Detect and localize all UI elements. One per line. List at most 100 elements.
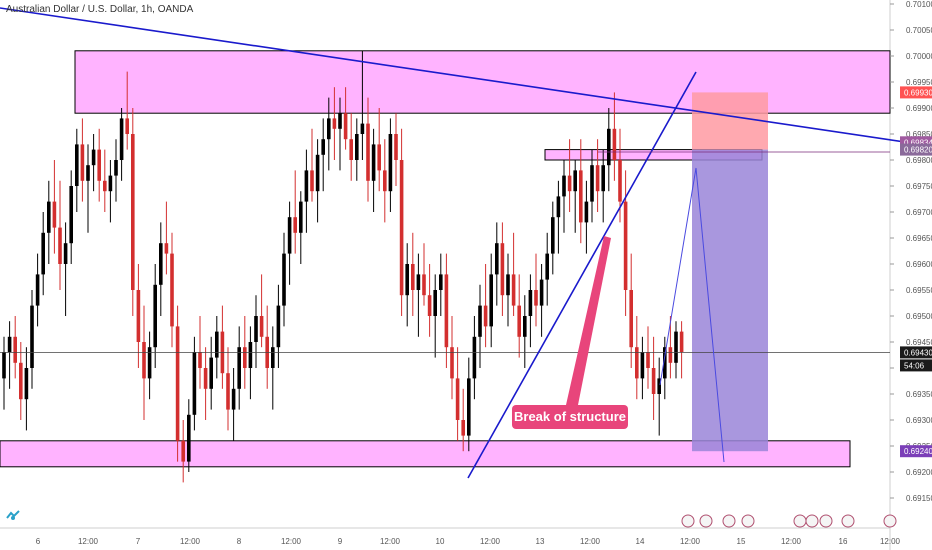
candle: [674, 321, 678, 379]
candle-body: [573, 170, 577, 192]
candle-body: [215, 331, 219, 358]
candle: [192, 336, 197, 431]
candle: [640, 336, 645, 400]
short-position-tool: [692, 92, 768, 452]
flag-eu-icon: [722, 514, 736, 528]
candle: [304, 149, 309, 233]
candle: [472, 316, 477, 400]
flag-us-icon: [741, 514, 755, 528]
candle-body: [187, 414, 191, 462]
candle-body: [119, 118, 124, 160]
candle: [181, 420, 185, 483]
candle: [332, 87, 337, 160]
candle-body: [248, 342, 253, 368]
candle-body: [103, 180, 107, 192]
ascending-trendline: [467, 71, 697, 479]
candle-body: [2, 352, 6, 379]
candle-body: [495, 243, 499, 275]
candle-body: [483, 305, 488, 327]
candle-body: [674, 331, 678, 363]
candle-body: [455, 378, 460, 420]
candle: [467, 357, 471, 452]
candle: [360, 50, 365, 160]
price-label-box: [900, 86, 932, 99]
candle: [539, 264, 544, 337]
candle: [444, 253, 449, 368]
candle-body: [91, 149, 96, 166]
candle-body: [646, 352, 650, 368]
flag-us-icon: [681, 514, 695, 528]
candle-body: [618, 160, 622, 202]
price-label-text: 0.69430: [904, 348, 932, 357]
candle: [584, 180, 589, 254]
candle-body: [181, 440, 185, 462]
candle-body: [310, 170, 314, 192]
time-tick-label: 12:00: [781, 537, 802, 546]
candle: [321, 118, 325, 192]
time-tick-label: 12:00: [78, 537, 99, 546]
time-tick-label: 12:00: [680, 537, 701, 546]
tradingview-logo-icon[interactable]: [6, 509, 20, 521]
candle-body: [69, 186, 73, 244]
candle: [282, 232, 286, 327]
candle: [590, 149, 594, 223]
candle: [259, 274, 264, 348]
candle: [455, 347, 460, 441]
candle-body: [489, 274, 493, 327]
flag-au-icon: [699, 514, 713, 528]
candle-body: [366, 123, 370, 181]
candle: [439, 253, 443, 316]
candle: [366, 97, 370, 202]
candle-body: [355, 134, 359, 160]
candle: [327, 97, 331, 171]
candle: [293, 170, 297, 254]
candle-body: [159, 243, 163, 285]
candle-body: [80, 144, 85, 181]
candle: [69, 170, 73, 264]
candle-body: [467, 378, 471, 436]
price-label-text: 0.69240: [904, 447, 932, 456]
candle-body: [567, 175, 572, 192]
candle: [511, 232, 516, 316]
time-tick-label: 12:00: [380, 537, 401, 546]
candle: [175, 305, 180, 462]
time-tick-label: 9: [338, 537, 343, 546]
candle: [601, 149, 605, 223]
candle-body: [13, 336, 17, 363]
break-of-structure-label[interactable]: Break of structure: [512, 405, 628, 429]
candle-body: [226, 373, 230, 410]
candle-body: [304, 170, 309, 202]
candle-body: [478, 305, 482, 337]
candle-body: [405, 264, 409, 296]
price-label-text: 0.69930: [904, 88, 932, 97]
candle: [657, 357, 661, 436]
candle: [623, 170, 628, 316]
candle-body: [164, 243, 169, 254]
candle: [478, 284, 482, 368]
time-tick-label: 12:00: [281, 537, 302, 546]
candle: [668, 316, 673, 379]
candle-body: [668, 347, 673, 363]
candle: [310, 128, 314, 202]
price-label-box: [900, 346, 932, 359]
event-icons: [681, 514, 897, 528]
candle-body: [24, 368, 29, 400]
candle: [405, 243, 409, 327]
candle: [422, 243, 426, 306]
candle: [153, 264, 157, 368]
candle: [147, 331, 152, 400]
candle-body: [108, 175, 113, 192]
candle: [19, 342, 23, 420]
candle: [24, 347, 29, 431]
candle: [103, 149, 107, 212]
candle-body: [343, 113, 348, 140]
candle: [52, 160, 57, 254]
